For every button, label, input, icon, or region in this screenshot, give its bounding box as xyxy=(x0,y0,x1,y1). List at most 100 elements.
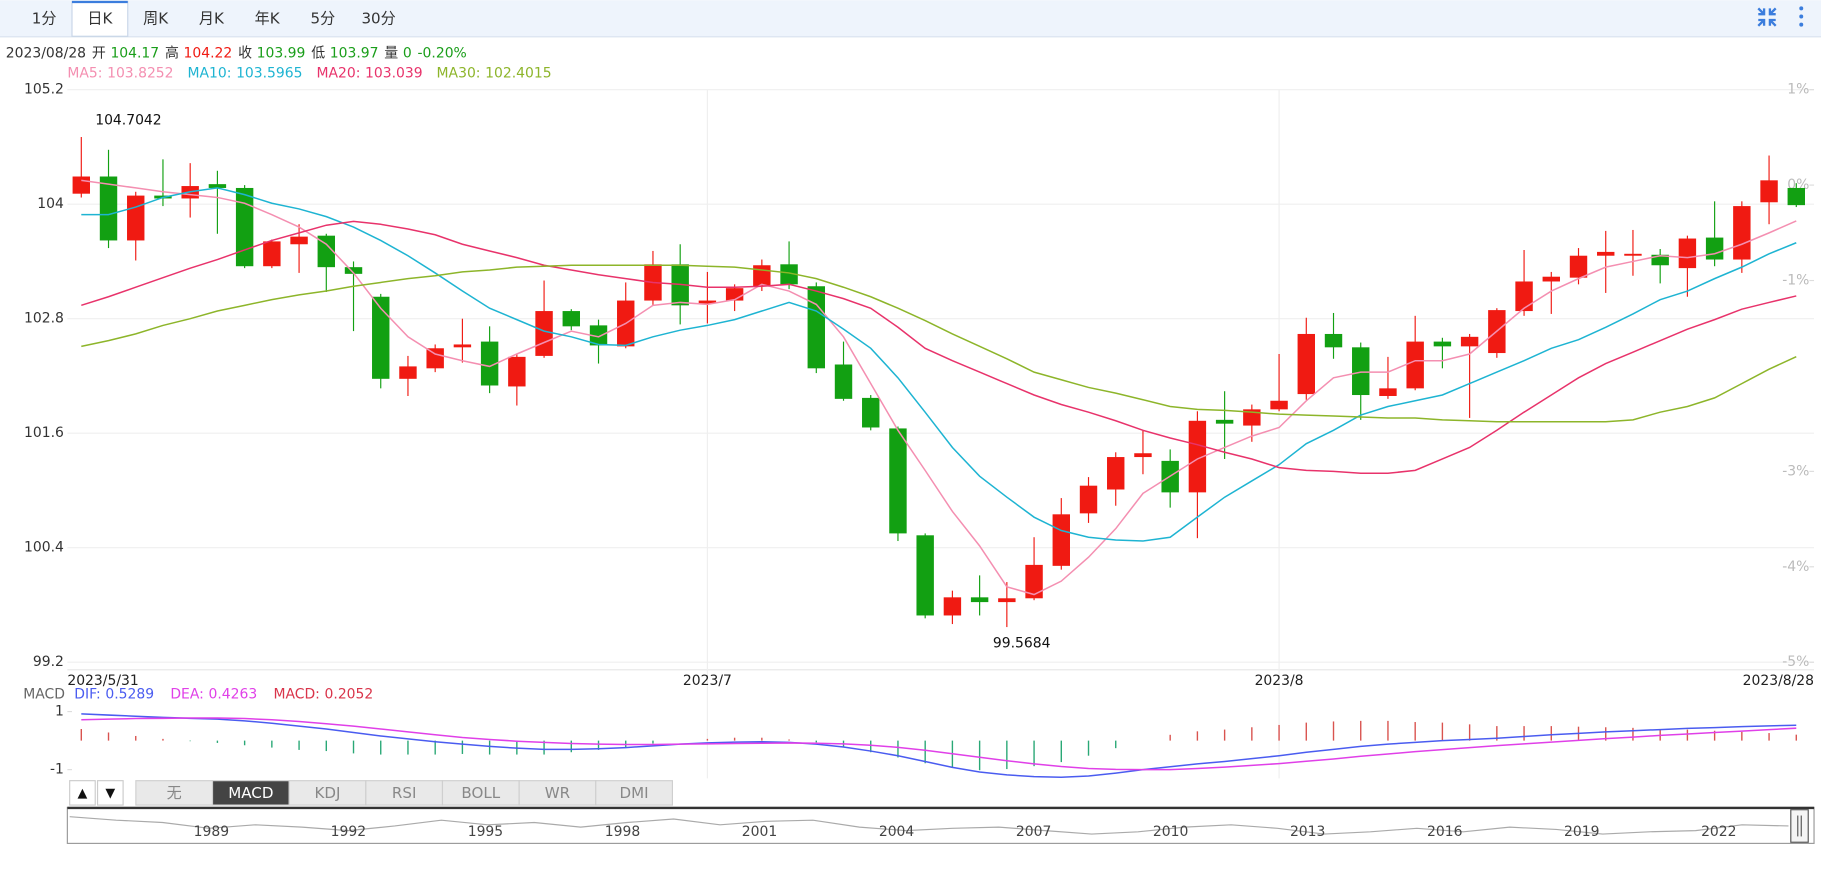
candle-body xyxy=(807,286,826,369)
candle-body xyxy=(753,265,771,287)
moving-average-line xyxy=(81,187,1797,542)
y2-tick-label: 1% xyxy=(1787,82,1809,98)
navigator-handle[interactable] xyxy=(1790,809,1809,843)
legend-name: MA10: xyxy=(187,65,231,81)
candle-body xyxy=(1079,485,1098,514)
navigator-year: 2016 xyxy=(1427,824,1462,840)
candle-body xyxy=(399,366,417,379)
quote-field-value: 104.17 xyxy=(110,46,159,62)
candle-body xyxy=(208,184,227,188)
indicator-tab[interactable] xyxy=(441,780,520,806)
y2-tick-label: -5% xyxy=(1782,654,1809,670)
indicator-tab-label: KDJ xyxy=(315,784,341,802)
y-tick-label: 101.6 xyxy=(24,425,64,441)
indicator-tab[interactable] xyxy=(595,780,674,806)
indicator-tab[interactable] xyxy=(211,780,290,806)
candle-body xyxy=(1760,180,1778,203)
macd-title: MACD xyxy=(23,687,65,703)
candle-body xyxy=(1052,514,1071,566)
max-price-label: 104.7042 xyxy=(95,113,161,129)
candle-body xyxy=(1215,419,1234,424)
timeframe-tab[interactable]: 30分 xyxy=(361,9,395,27)
legend-value: 0.5289 xyxy=(105,687,154,703)
quote-field-value: 103.99 xyxy=(257,46,306,62)
candle-body xyxy=(1733,206,1751,260)
tab-selected-background xyxy=(71,0,129,37)
arrow-glyph: ▲ xyxy=(78,786,88,801)
candle-body xyxy=(1460,336,1479,347)
legend-name: MA30: xyxy=(437,65,481,81)
macd-y-tick-label: 1 xyxy=(55,704,64,720)
x-tick-label: 2023/7 xyxy=(683,673,732,689)
indicator-tab-label: 无 xyxy=(167,784,182,802)
indicator-tab-label: MACD xyxy=(228,784,273,802)
candle-body xyxy=(834,364,853,399)
macd-line xyxy=(81,713,1797,778)
navigator-year: 2013 xyxy=(1290,824,1325,840)
candle-body xyxy=(943,597,962,616)
candle-body xyxy=(1379,388,1397,396)
candle-body xyxy=(698,300,717,304)
menu-icon[interactable] xyxy=(1799,6,1804,27)
candle-body xyxy=(1297,333,1315,395)
candle-body xyxy=(1515,281,1533,312)
indicator-tab[interactable] xyxy=(288,780,367,806)
timeframe-tab[interactable]: 1分 xyxy=(32,9,57,27)
candle-body xyxy=(970,597,989,603)
timeframe-tab[interactable]: 日K xyxy=(87,9,113,27)
y-tick-label: 102.8 xyxy=(24,311,64,327)
timeframe-tab[interactable]: 年K xyxy=(255,9,281,27)
indicator-tab[interactable] xyxy=(518,780,597,806)
x-tick-label: 2023/5/31 xyxy=(67,673,138,689)
indicator-tab-label: DMI xyxy=(620,784,649,802)
indicator-tab[interactable] xyxy=(365,780,444,806)
menu-dot xyxy=(1799,22,1804,27)
legend-value: 0.2052 xyxy=(325,687,374,703)
navigator-year: 2022 xyxy=(1701,824,1736,840)
y-tick-label: 105.2 xyxy=(24,82,64,98)
y2-tick-label: -4% xyxy=(1782,559,1809,575)
indicator-tab[interactable] xyxy=(135,780,214,806)
candle-body xyxy=(889,428,907,534)
timeframe-tab[interactable]: 月K xyxy=(199,9,225,27)
navigator-frame xyxy=(66,806,1815,844)
navigator-history-line xyxy=(69,816,1789,835)
navigator[interactable] xyxy=(66,806,1815,844)
candle-body xyxy=(426,348,444,369)
menu-dot xyxy=(1799,6,1804,11)
candle-body xyxy=(589,325,608,346)
moving-average-line xyxy=(81,220,1797,475)
indicator-tab-label: WR xyxy=(545,784,571,802)
candle-body xyxy=(1025,564,1043,599)
candle-body xyxy=(344,267,363,274)
timeframe-tab[interactable]: 周K xyxy=(143,9,169,27)
candle-body xyxy=(1433,341,1452,347)
arrow-button[interactable] xyxy=(96,780,124,806)
candle-body xyxy=(72,176,91,194)
legend-name: MACD: xyxy=(273,687,319,703)
candle-body xyxy=(1624,253,1642,256)
quote-field-value: 104.22 xyxy=(184,46,233,62)
timeframe-tab[interactable]: 5分 xyxy=(311,9,336,27)
x-tick-label: 2023/8/28 xyxy=(1743,673,1814,689)
indicator-tab-label: RSI xyxy=(392,784,417,802)
navigator-year: 2001 xyxy=(742,824,777,840)
y-tick-label: 100.4 xyxy=(24,540,64,556)
candle-body xyxy=(235,187,254,267)
y2-tick-label: -1% xyxy=(1782,273,1809,289)
legend-value: 102.4015 xyxy=(485,65,551,81)
candle-body xyxy=(453,344,472,348)
candle-body xyxy=(508,356,526,387)
x-tick-label: 2023/8 xyxy=(1255,673,1304,689)
collapse-icon[interactable] xyxy=(1757,7,1777,27)
candle-body xyxy=(1597,251,1615,256)
candle-body xyxy=(535,311,553,356)
collapse-glyph xyxy=(1757,7,1777,27)
candle-body xyxy=(916,535,934,616)
arrow-button[interactable] xyxy=(69,780,96,806)
candle-body xyxy=(290,236,308,245)
candle-body xyxy=(1134,453,1152,458)
candle-body xyxy=(1270,400,1288,410)
navigator-year: 2007 xyxy=(1016,824,1051,840)
